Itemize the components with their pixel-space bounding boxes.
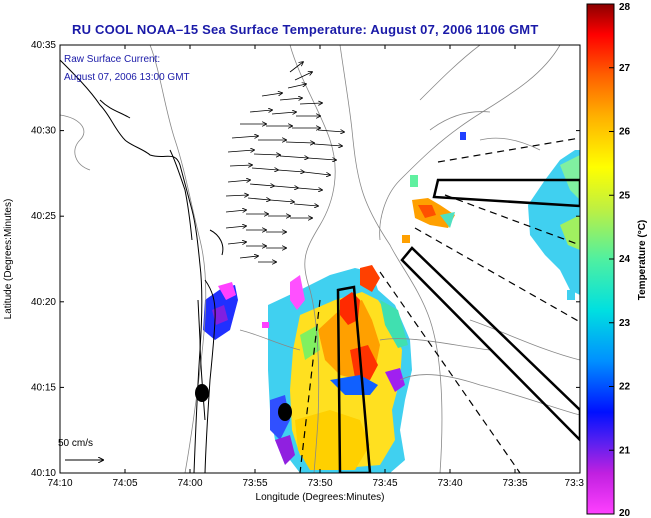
colorbar-tick-label: 20 — [619, 508, 631, 518]
station-marker-east — [278, 403, 292, 421]
colorbar-tick-label: 23 — [619, 318, 631, 329]
current-vectors — [225, 62, 344, 262]
map-title: RU COOL NOAA–15 Sea Surface Temperature:… — [72, 22, 539, 37]
y-tick-label: 40:25 — [31, 211, 56, 222]
x-tick-label: 73:55 — [242, 478, 267, 489]
transect-boxes — [299, 137, 580, 473]
x-tick-label: 73:50 — [307, 478, 332, 489]
sst-field — [203, 132, 580, 473]
y-tick-label: 40:20 — [31, 297, 56, 308]
x-ticks: 74:10 74:05 74:00 73:55 73:50 73:45 73:40 73:35… — [47, 45, 584, 489]
annotation-line2: August 07, 2006 13:00 GMT — [64, 72, 190, 83]
colorbar-tick-label: 26 — [619, 127, 631, 138]
x-tick-label: 73:40 — [437, 478, 462, 489]
y-tick-label: 40:15 — [31, 382, 56, 393]
x-tick-label: 73:35 — [502, 478, 527, 489]
x-tick-label: 73:45 — [372, 478, 397, 489]
y-tick-label: 40:30 — [31, 126, 56, 137]
x-axis-label: Longitude (Degrees:Minutes) — [256, 492, 385, 503]
x-tick-label: 74:10 — [47, 478, 72, 489]
colorbar-tick-label: 24 — [619, 254, 631, 265]
colorbar-tick-label: 21 — [619, 445, 631, 456]
coastline — [60, 59, 224, 473]
colorbar-tick-label: 27 — [619, 63, 631, 74]
y-axis-label: Latitude (Degrees:Minutes) — [3, 199, 14, 320]
x-tick-label: 73:3 — [565, 478, 585, 489]
x-tick-label: 74:05 — [112, 478, 137, 489]
colorbar-tick-label: 22 — [619, 382, 631, 393]
y-tick-label: 40:35 — [31, 40, 56, 51]
bathymetry-contours — [60, 45, 580, 473]
station-marker-west — [195, 384, 209, 402]
scale-label: 50 cm/s — [58, 438, 93, 449]
colorbar-ticks: 28 27 26 25 24 23 22 21 20 — [609, 2, 631, 518]
colorbar-tick-label: 25 — [619, 190, 631, 201]
x-tick-label: 74:00 — [177, 478, 202, 489]
colorbar-label: Temperature (°C) — [637, 220, 648, 301]
y-ticks: 40:35 40:30 40:25 40:20 40:15 40:10 — [31, 40, 580, 479]
annotation-line1: Raw Surface Current: — [64, 54, 160, 65]
colorbar-tick-label: 28 — [619, 2, 631, 13]
y-tick-label: 40:10 — [31, 468, 56, 479]
